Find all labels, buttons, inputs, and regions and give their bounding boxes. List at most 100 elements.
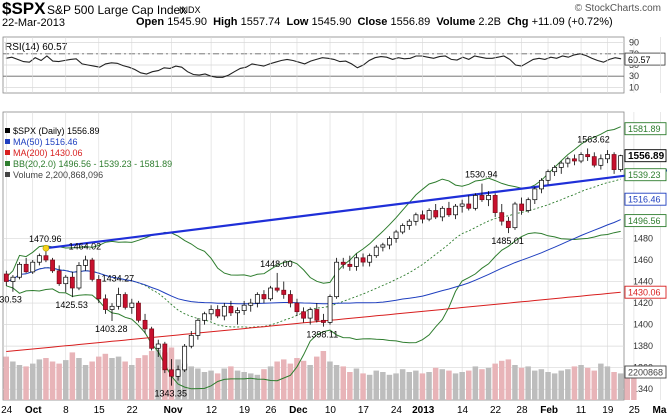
watermark: © StockCharts.com	[574, 3, 661, 14]
candle-body	[406, 220, 412, 226]
volume-bar	[327, 361, 333, 400]
candle-body	[360, 257, 366, 263]
legend-entry: MA(50) 1516.46	[13, 137, 78, 147]
volume-bar	[565, 369, 571, 400]
x-axis-label: Feb	[540, 405, 558, 416]
volume-bar	[300, 360, 307, 400]
volume-bar	[604, 366, 611, 400]
volume-bar	[499, 360, 505, 400]
volume-bar	[241, 372, 247, 400]
volume-bar	[512, 365, 518, 400]
candle-body	[155, 343, 161, 349]
volume-bar	[122, 361, 128, 400]
volume-bar	[69, 352, 76, 400]
candle-body	[50, 259, 55, 272]
price-value-tag-label: 1516.46	[628, 195, 661, 205]
volume-bar	[234, 370, 241, 400]
candle-body	[122, 294, 128, 308]
price-value-tag	[624, 285, 667, 299]
legend-swatch	[5, 150, 10, 155]
volume-bar	[102, 353, 109, 400]
quote-summary: Open 1545.90 High 1557.74 Low 1545.90 Cl…	[136, 16, 613, 28]
candle-body	[426, 210, 432, 220]
price-tick-label: 1420	[633, 298, 653, 308]
candle-body	[539, 179, 544, 190]
volume-bar	[406, 372, 412, 400]
volume-bar	[505, 359, 512, 400]
volume-bar	[340, 366, 346, 400]
candle-body	[103, 298, 108, 310]
candle-body	[486, 195, 491, 201]
candle-body	[69, 276, 75, 289]
price-value-tag-label: 1539.23	[628, 170, 661, 180]
legend-swatch	[5, 128, 10, 133]
volume-bar	[214, 373, 221, 400]
volume-value: 2.2B	[478, 16, 501, 28]
open-label: Open	[136, 16, 165, 28]
candle-body	[505, 220, 511, 229]
price-annotation: 1448.00	[260, 259, 293, 269]
volume-bar	[538, 369, 545, 400]
volume-bar	[307, 365, 313, 400]
candle-body	[63, 276, 69, 285]
price-value-tag-label: 1581.89	[628, 124, 661, 134]
candle-body	[334, 261, 340, 298]
candle-body	[274, 287, 280, 291]
price-value-tag	[624, 149, 667, 163]
candle-body	[453, 205, 458, 216]
candle-body	[367, 255, 373, 263]
volume-bar	[63, 360, 69, 400]
price-annotation: 1403.28	[95, 324, 128, 334]
candle-body	[591, 156, 597, 166]
candle-body	[89, 259, 95, 280]
candle-body	[215, 309, 221, 317]
volume-bar	[571, 366, 578, 400]
candle-body	[162, 343, 168, 371]
candle-body	[532, 188, 538, 201]
candle-body	[605, 154, 610, 160]
volume-bar	[485, 367, 492, 400]
volume-bar	[294, 358, 300, 400]
volume-bar	[109, 358, 115, 400]
x-axis-label: 17	[358, 405, 370, 416]
price-annotation: 1470.96	[29, 234, 62, 244]
x-axis-label: 15	[94, 405, 106, 416]
legend-entry: MA(200) 1430.06	[13, 148, 83, 158]
volume-bar	[30, 363, 36, 400]
legend-entry: $SPX (Daily) 1556.89	[13, 126, 100, 136]
candle-body	[354, 257, 359, 267]
legend-swatch	[5, 161, 10, 166]
candle-body	[340, 261, 346, 265]
candle-body	[466, 203, 472, 209]
rsi-line	[5, 53, 622, 78]
volume-bar	[353, 368, 360, 400]
volume-bar	[23, 366, 29, 400]
candle-body	[472, 195, 478, 209]
candle-body	[221, 305, 227, 317]
candle-body	[519, 203, 525, 211]
volume-bar	[287, 363, 294, 400]
candle-body	[23, 263, 29, 273]
x-axis-label: 8	[63, 405, 69, 416]
volume-bar	[386, 374, 393, 400]
ma50-line	[6, 219, 621, 305]
candle-body	[136, 302, 141, 321]
candle-body	[439, 207, 445, 218]
candle-body	[142, 319, 148, 330]
candle-body	[492, 195, 498, 213]
candle-body	[188, 335, 194, 347]
price-annotation: 1530.94	[465, 170, 498, 180]
price-annotation: 1425.53	[55, 300, 88, 310]
volume-bar	[254, 374, 261, 400]
volume-bar	[439, 369, 445, 400]
candle-body	[413, 214, 419, 222]
volume-bar	[591, 370, 597, 400]
price-tick-label: 1440	[633, 277, 653, 287]
ma200-line	[6, 291, 621, 352]
bollinger-upper-band	[5, 126, 621, 284]
candle-body	[525, 199, 531, 211]
candle-body	[459, 203, 465, 207]
volume-bar	[96, 356, 102, 400]
volume-bar	[89, 361, 95, 400]
volume-bar	[380, 372, 386, 400]
